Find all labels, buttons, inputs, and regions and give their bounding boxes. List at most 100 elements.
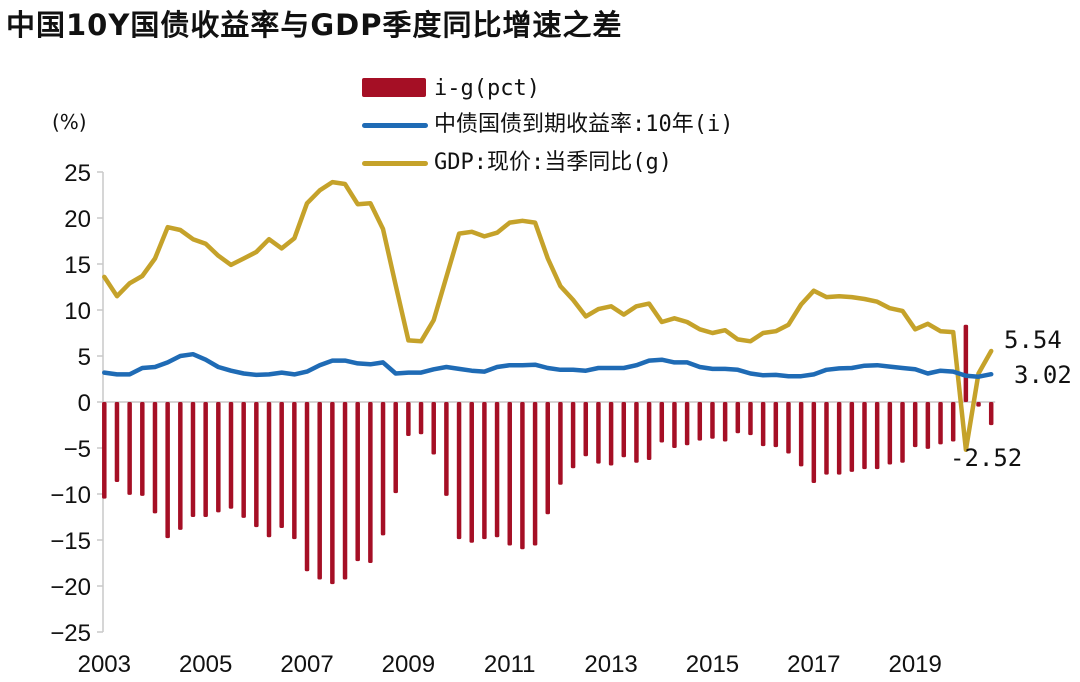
bar: [545, 402, 550, 515]
bar: [874, 402, 880, 470]
bar: [570, 402, 576, 469]
bar: [431, 402, 436, 455]
legend-swatch-gold-line: [362, 161, 428, 166]
y-tick-label: −25: [50, 620, 91, 647]
bar: [102, 402, 107, 499]
bar: [127, 402, 132, 495]
bar: [482, 402, 487, 540]
bar: [988, 402, 994, 426]
bar: [950, 402, 956, 442]
legend-label-gdp: GDP:现价:当季同比(g): [434, 150, 672, 175]
bar: [241, 402, 246, 518]
y-tick-label: 15: [64, 252, 91, 279]
legend-label-10y-yield: 中债国债到期收益率:10年(i): [434, 112, 734, 137]
x-tick-label: 2003: [78, 651, 131, 678]
x-axis: 2003 2005 2007 2009 2011 2013 2015 2017 2019: [78, 401, 996, 678]
x-tick-label: 2011: [484, 651, 536, 678]
end-labels: 5.54 3.02 -2.52: [950, 326, 1072, 472]
bar: [900, 402, 905, 463]
bar: [659, 402, 665, 443]
bar: [773, 402, 779, 448]
bar: [304, 402, 310, 572]
bar: [938, 402, 943, 445]
y-tick-label: 5: [78, 344, 91, 371]
bar: [976, 402, 981, 407]
bar: [406, 402, 411, 437]
bar: [266, 402, 272, 538]
bar: [444, 402, 449, 496]
bar: [469, 402, 474, 543]
y-tick-label: 0: [78, 390, 91, 417]
bar: [165, 402, 170, 539]
y-tick-label: 25: [64, 160, 91, 187]
line-series: [102, 179, 994, 453]
y-tick-label: −15: [50, 528, 91, 555]
y-tick-label: −10: [50, 482, 91, 509]
bar: [621, 402, 627, 458]
bar: [722, 402, 728, 442]
bar: [912, 402, 918, 448]
legend-swatch-blue-line: [362, 123, 428, 128]
bar: [216, 402, 221, 513]
bar: [342, 402, 348, 580]
x-tick-label: 2015: [686, 651, 739, 678]
bar: [152, 402, 158, 514]
bar: [925, 402, 931, 449]
bar: [418, 402, 424, 435]
bar: [558, 402, 563, 485]
bar: [963, 324, 969, 402]
bar: [456, 402, 462, 540]
bar: [697, 402, 703, 441]
bar: [849, 402, 855, 472]
bar: [178, 402, 183, 530]
bar: [140, 402, 145, 496]
bar: [380, 402, 386, 536]
y-tick-label: 20: [64, 206, 91, 233]
bar: [836, 402, 842, 475]
x-tick-label: 2009: [382, 651, 435, 678]
end-label-10y: 3.02: [1014, 361, 1072, 389]
legend-label-i-g: i-g(pct): [434, 76, 540, 101]
x-tick-label: 2013: [584, 651, 637, 678]
bar: [254, 402, 259, 528]
x-tick-label: 2005: [179, 651, 232, 678]
bar: [748, 402, 753, 436]
end-label-gdp: 5.54: [1004, 326, 1062, 354]
legend-swatch-bar: [362, 78, 426, 97]
bar: [760, 402, 766, 447]
y-tick-label: −20: [50, 574, 91, 601]
x-tick-label: 2019: [888, 651, 941, 678]
bar: [355, 402, 360, 562]
y-tick-label: 10: [64, 298, 91, 325]
bar: [292, 402, 297, 540]
chart-title: 中国10Y国债收益率与GDP季度同比增速之差: [6, 8, 623, 42]
bar: [532, 402, 538, 546]
bar: [811, 402, 817, 483]
bond-yield-10y-line: [102, 351, 994, 379]
bar: [203, 402, 208, 517]
bar: [608, 402, 614, 466]
bar: [634, 402, 639, 463]
gdp-growth-line: [102, 179, 994, 453]
bar: [190, 402, 196, 517]
end-label-i-g: -2.52: [950, 444, 1022, 472]
bar: [735, 402, 741, 434]
bar: [646, 402, 652, 460]
bar: [494, 402, 500, 538]
bar: [393, 402, 398, 494]
bar: [317, 402, 322, 580]
bar: [330, 402, 335, 585]
bar: [862, 402, 867, 470]
bar: [520, 402, 525, 550]
bar-series-i-g: [102, 324, 994, 585]
y-axis: 25 20 15 10 5 0 −5 −10 −15 −20 −25: [50, 160, 104, 647]
bar: [824, 402, 829, 475]
x-tick-label: 2017: [787, 651, 840, 678]
x-tick-label: 2007: [280, 651, 333, 678]
bar: [798, 402, 804, 467]
bar: [887, 402, 893, 465]
bar: [786, 402, 791, 454]
bar: [583, 402, 589, 457]
bar: [672, 402, 677, 448]
